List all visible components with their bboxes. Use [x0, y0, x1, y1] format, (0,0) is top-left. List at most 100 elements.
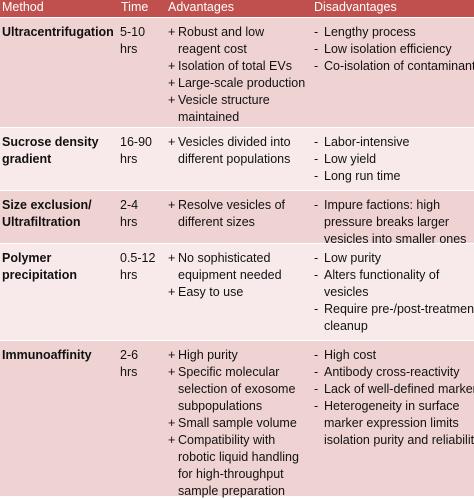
list-item-line: - Co-isolation of contaminants	[314, 58, 474, 75]
time-cell: 2-4 hrs	[120, 197, 160, 231]
table-row: Sucrose density gradient 16-90 hrs + Vesicles…	[0, 127, 474, 191]
list-item-text: reagent cost	[178, 42, 247, 56]
bullet-symbol: -	[314, 365, 319, 379]
list-item-line: selection of exosome	[168, 381, 313, 398]
table-row: Immunoaffinity 2-6 hrs + High purity + Specifi…	[0, 340, 474, 498]
bullet-symbol: +	[168, 285, 176, 299]
list-item: + No sophisticated equipment needed	[168, 250, 313, 284]
bullet-symbol: -	[314, 42, 319, 56]
header-time: Time	[121, 0, 149, 14]
list-item-line: different populations	[168, 151, 313, 168]
time-cell-line: hrs	[120, 365, 138, 379]
list-item-text: High purity	[178, 348, 238, 362]
method-cell: Sucrose density gradient	[2, 134, 114, 168]
list-item-line: - Alters functionality of	[314, 267, 474, 284]
method-cell-line: Size exclusion/	[2, 198, 92, 212]
disadvantages-cell: - Impure factions: high pressure breaks la…	[314, 197, 474, 248]
list-item: + Small sample volume	[168, 415, 313, 432]
method-cell-line: gradient	[2, 152, 52, 166]
time-cell: 2-6 hrs	[120, 347, 160, 381]
bullet-symbol: -	[314, 302, 319, 316]
list-item: + Vesicles divided into different populati…	[168, 134, 313, 168]
list-item-text: Low yield	[324, 152, 377, 166]
list-item-text: High cost	[324, 348, 377, 362]
list-item-line: - Antibody cross-reactivity	[314, 364, 474, 381]
method-cell: Polymer precipitation	[2, 250, 114, 284]
list-item-text: different populations	[178, 152, 291, 166]
list-item: - Low purity	[314, 250, 474, 267]
method-cell-line: Immunoaffinity	[2, 348, 92, 362]
list-item-text: Compatibility with	[178, 433, 276, 447]
list-item-text: Low isolation efficiency	[324, 42, 452, 56]
list-item: - Lack of well-defined markers	[314, 381, 474, 398]
disadvantages-cell: - Labor-intensive - Low yield - Long run time	[314, 134, 474, 185]
advantages-cell: + Resolve vesicles of different sizes	[168, 197, 313, 231]
header-disadvantages: Disadvantages	[314, 0, 397, 14]
header-advantages: Advantages	[168, 0, 235, 14]
list-item-text: Labor-intensive	[324, 135, 410, 149]
list-item-line: + Large-scale production	[168, 75, 313, 92]
time-cell: 16-90 hrs	[120, 134, 160, 168]
list-item-line: + Isolation of total EVs	[168, 58, 313, 75]
time-cell-line: 2-4	[120, 198, 139, 212]
list-item-line: different sizes	[168, 214, 313, 231]
list-item-text: Long run time	[324, 169, 401, 183]
list-item-text: Lack of well-defined markers	[324, 382, 474, 396]
method-cell-line: Polymer	[2, 251, 52, 265]
list-item-text: Vesicles divided into	[178, 135, 291, 149]
list-item-text: Specific molecular	[178, 365, 280, 379]
bullet-symbol: +	[168, 198, 176, 212]
list-item: + Easy to use	[168, 284, 313, 301]
list-item: - Low yield	[314, 151, 474, 168]
table-header: Method Time Advantages Disadvantages	[0, 0, 474, 17]
list-item-line: - Lack of well-defined markers	[314, 381, 474, 398]
method-cell: Size exclusion/Ultrafiltration	[2, 197, 114, 231]
table-row: Polymer precipitation 0.5-12 hrs + No sophist…	[0, 243, 474, 341]
list-item-line: - High cost	[314, 347, 474, 364]
list-item-text: selection of exosome	[178, 382, 296, 396]
list-item: - Heterogeneity in surface marker expressi…	[314, 398, 474, 449]
list-item-text: Require pre-/post-treatment	[324, 302, 474, 316]
list-item: - Long run time	[314, 168, 474, 185]
list-item-line: cleanup	[314, 318, 474, 335]
method-cell-line: Ultrafiltration	[2, 215, 81, 229]
time-cell-line: hrs	[120, 42, 138, 56]
list-item-line: isolation purity and reliability	[314, 432, 474, 449]
bullet-symbol: +	[168, 348, 176, 362]
list-item-line: - Impure factions: high	[314, 197, 474, 214]
list-item-line: vesicles	[314, 284, 474, 301]
method-cell: Immunoaffinity	[2, 347, 114, 364]
list-item-line: maintained	[168, 109, 313, 126]
list-item-line: equipment needed	[168, 267, 313, 284]
list-item-text: subpopulations	[178, 399, 263, 413]
list-item-line: for high-throughput	[168, 466, 313, 483]
method-cell-line: Ultracentrifugation	[2, 25, 114, 39]
time-cell: 0.5-12 hrs	[120, 250, 160, 284]
bullet-symbol: +	[168, 59, 176, 73]
list-item-text: Alters functionality of	[324, 268, 440, 282]
list-item-text: Lengthy process	[324, 25, 416, 39]
list-item-line: - Require pre-/post-treatment	[314, 301, 474, 318]
advantages-cell: + Robust and low reagent cost + Isolation of…	[168, 24, 313, 126]
list-item-line: robotic liquid handling	[168, 449, 313, 466]
list-item-line: + High purity	[168, 347, 313, 364]
list-item: + Resolve vesicles of different sizes	[168, 197, 313, 231]
list-item: + Robust and low reagent cost	[168, 24, 313, 58]
table-row: Ultracentrifugation 5-10 hrs + Robust and lo…	[0, 17, 474, 128]
list-item-text: Low purity	[324, 251, 381, 265]
list-item-line: + Small sample volume	[168, 415, 313, 432]
header-method: Method	[2, 0, 44, 14]
bullet-symbol: -	[314, 382, 319, 396]
disadvantages-cell: - Low purity - Alters functionality of vesic…	[314, 250, 474, 335]
list-item: - High cost	[314, 347, 474, 364]
list-item-text: Impure factions: high	[324, 198, 441, 212]
bullet-symbol: +	[168, 433, 176, 447]
time-cell-line: 16-90	[120, 135, 152, 149]
list-item-text: Co-isolation of contaminants	[324, 59, 474, 73]
time-cell-line: hrs	[120, 215, 138, 229]
list-item-text: cleanup	[324, 319, 368, 333]
bullet-symbol: +	[168, 365, 176, 379]
list-item-line: - Lengthy process	[314, 24, 474, 41]
list-item: + Compatibility with robotic liquid handli…	[168, 432, 313, 500]
